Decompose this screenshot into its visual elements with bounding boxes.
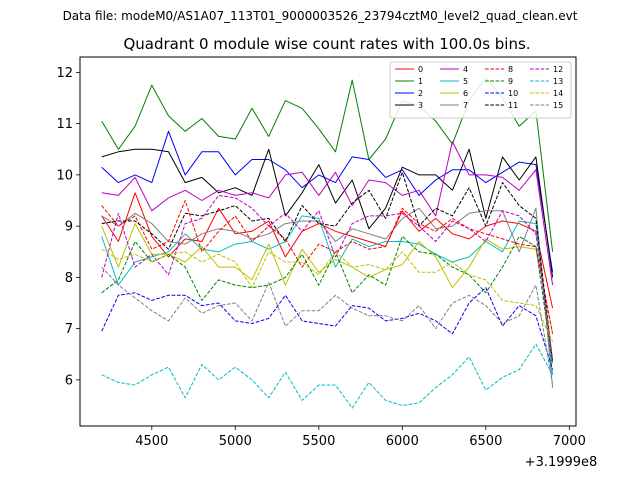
legend-label-2: 2 [418, 89, 423, 98]
series-line-15 [101, 266, 554, 386]
y-axis: 6 7 8 9 10 11 12 [56, 66, 80, 388]
series-line-2 [101, 130, 554, 273]
y-tick-label: 6 [65, 373, 73, 388]
series-line-14 [101, 248, 554, 342]
series-line-6 [101, 223, 554, 334]
legend-label-3: 3 [418, 101, 423, 110]
series-line-10 [101, 287, 554, 370]
x-tick-label: 7000 [553, 434, 586, 449]
series-line-9 [101, 235, 554, 365]
chart-suptitle: Data file: modeM0/AS1A07_113T01_90000035… [63, 9, 578, 23]
legend-label-15: 15 [553, 101, 563, 110]
legend-box [389, 61, 572, 119]
legend-label-7: 7 [463, 101, 468, 110]
legend-label-13: 13 [553, 77, 563, 86]
legend-label-0: 0 [418, 65, 423, 74]
legend-label-12: 12 [553, 65, 563, 74]
legend-label-10: 10 [508, 89, 518, 98]
legend-label-11: 11 [508, 101, 518, 110]
x-tick-label: 5000 [219, 434, 252, 449]
x-offset-label: +3.1999e8 [525, 455, 598, 470]
legend-label-9: 9 [508, 77, 513, 86]
y-tick-label: 7 [65, 322, 73, 337]
series-line-7 [101, 207, 554, 388]
series-line-4 [101, 141, 554, 286]
series-line-8 [101, 200, 554, 334]
y-tick-label: 12 [56, 66, 73, 81]
x-tick-label: 6500 [469, 434, 502, 449]
chart-title: Quadrant 0 module wise count rates with … [123, 35, 530, 53]
series-layer [101, 77, 554, 409]
legend-label-5: 5 [463, 77, 468, 86]
series-line-11 [101, 171, 554, 362]
legend-label-8: 8 [508, 65, 513, 74]
x-tick-label: 5500 [302, 434, 335, 449]
legend-label-6: 6 [463, 89, 468, 98]
series-line-13 [101, 343, 554, 409]
y-tick-label: 8 [65, 271, 73, 286]
axes-frame [79, 56, 577, 427]
y-tick-label: 11 [56, 117, 73, 132]
x-axis: 4500 5000 5500 6000 6500 7000 [135, 426, 586, 449]
legend-label-14: 14 [553, 89, 563, 98]
x-tick-label: 4500 [135, 434, 168, 449]
y-tick-label: 9 [65, 220, 73, 235]
legend-label-4: 4 [463, 65, 468, 74]
x-tick-label: 6000 [386, 434, 419, 449]
legend-label-1: 1 [418, 77, 423, 86]
y-tick-label: 10 [56, 168, 73, 183]
series-line-12 [101, 194, 554, 360]
